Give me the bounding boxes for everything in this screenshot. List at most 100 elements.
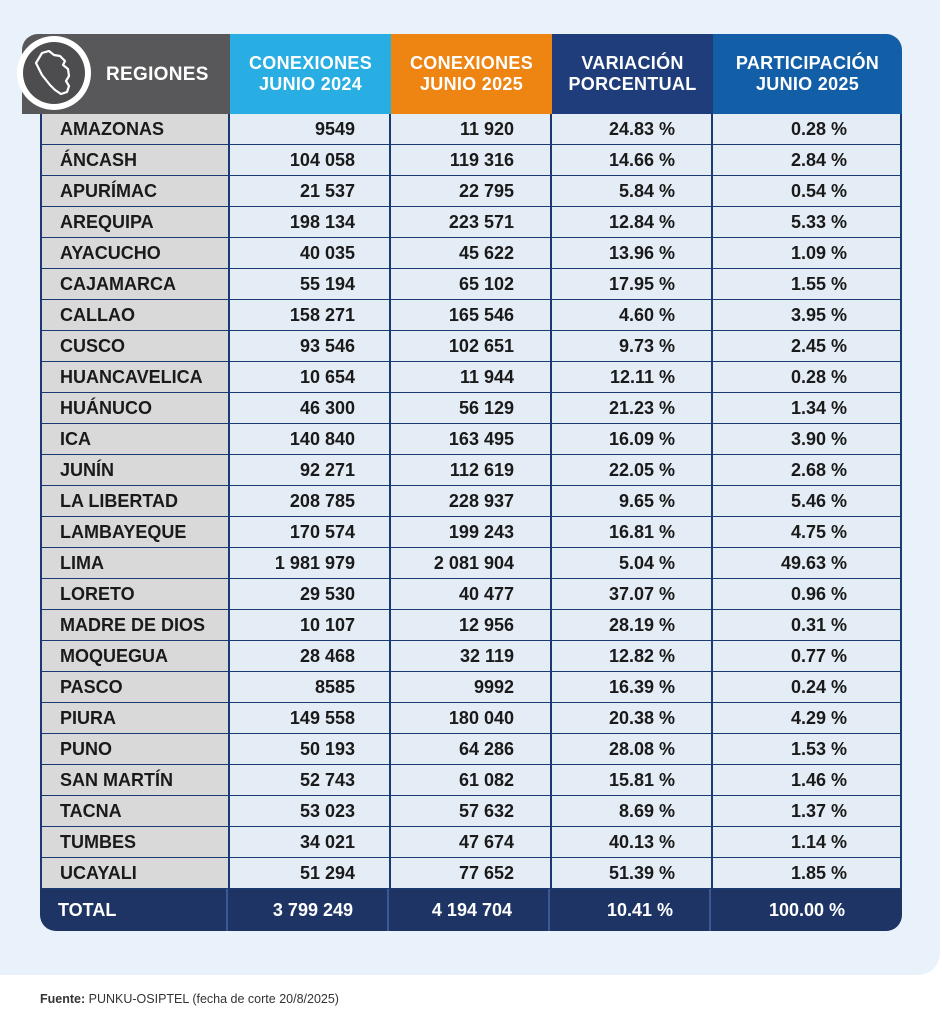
table-row: CAJAMARCA 55 194 65 102 17.95 % 1.55 % xyxy=(42,269,900,300)
conexiones-2025-cell: 47 674 xyxy=(391,827,552,857)
total-label: TOTAL xyxy=(40,889,228,931)
variacion-cell: 5.04 % xyxy=(552,548,713,578)
conexiones-2024-cell: 140 840 xyxy=(230,424,391,454)
variacion-cell: 16.09 % xyxy=(552,424,713,454)
table-row: SAN MARTÍN 52 743 61 082 15.81 % 1.46 % xyxy=(42,765,900,796)
conexiones-2025-cell: 32 119 xyxy=(391,641,552,671)
table-header: REGIONES CONEXIONES JUNIO 2024 CONEXIONE… xyxy=(17,34,902,114)
total-row: TOTAL 3 799 249 4 194 704 10.41 % 100.00… xyxy=(40,889,902,931)
participacion-cell: 0.28 % xyxy=(713,362,900,392)
table-row: HUANCAVELICA 10 654 11 944 12.11 % 0.28 % xyxy=(42,362,900,393)
region-cell: UCAYALI xyxy=(42,858,230,888)
conexiones-2025-cell: 57 632 xyxy=(391,796,552,826)
region-cell: CAJAMARCA xyxy=(42,269,230,299)
table-row: UCAYALI 51 294 77 652 51.39 % 1.85 % xyxy=(42,858,900,889)
variacion-cell: 28.08 % xyxy=(552,734,713,764)
table-row: LIMA 1 981 979 2 081 904 5.04 % 49.63 % xyxy=(42,548,900,579)
participacion-cell: 1.53 % xyxy=(713,734,900,764)
variacion-cell: 21.23 % xyxy=(552,393,713,423)
source-footnote: Fuente: PUNKU-OSIPTEL (fecha de corte 20… xyxy=(40,992,339,1006)
conexiones-2025-cell: 112 619 xyxy=(391,455,552,485)
region-cell: CUSCO xyxy=(42,331,230,361)
variacion-cell: 28.19 % xyxy=(552,610,713,640)
participacion-cell: 4.75 % xyxy=(713,517,900,547)
table-row: LAMBAYEQUE 170 574 199 243 16.81 % 4.75 % xyxy=(42,517,900,548)
variacion-cell: 15.81 % xyxy=(552,765,713,795)
conexiones-2024-cell: 158 271 xyxy=(230,300,391,330)
region-cell: ÁNCASH xyxy=(42,145,230,175)
participacion-cell: 1.09 % xyxy=(713,238,900,268)
participacion-cell: 4.29 % xyxy=(713,703,900,733)
table-row: LA LIBERTAD 208 785 228 937 9.65 % 5.46 % xyxy=(42,486,900,517)
participacion-cell: 49.63 % xyxy=(713,548,900,578)
variacion-cell: 5.84 % xyxy=(552,176,713,206)
region-cell: AYACUCHO xyxy=(42,238,230,268)
participacion-cell: 3.95 % xyxy=(713,300,900,330)
conexiones-2025-cell: 165 546 xyxy=(391,300,552,330)
region-cell: APURÍMAC xyxy=(42,176,230,206)
conexiones-2025-cell: 119 316 xyxy=(391,145,552,175)
table-row: CALLAO 158 271 165 546 4.60 % 3.95 % xyxy=(42,300,900,331)
table-card: REGIONES CONEXIONES JUNIO 2024 CONEXIONE… xyxy=(0,0,940,975)
conexiones-2024-cell: 55 194 xyxy=(230,269,391,299)
participacion-cell: 2.45 % xyxy=(713,331,900,361)
conexiones-2024-cell: 10 107 xyxy=(230,610,391,640)
participacion-cell: 1.85 % xyxy=(713,858,900,888)
region-cell: PIURA xyxy=(42,703,230,733)
conexiones-2025-cell: 223 571 xyxy=(391,207,552,237)
data-table: REGIONES CONEXIONES JUNIO 2024 CONEXIONE… xyxy=(17,34,902,931)
conexiones-2024-cell: 53 023 xyxy=(230,796,391,826)
table-row: MADRE DE DIOS 10 107 12 956 28.19 % 0.31 % xyxy=(42,610,900,641)
region-cell: SAN MARTÍN xyxy=(42,765,230,795)
region-cell: ICA xyxy=(42,424,230,454)
conexiones-2024-cell: 170 574 xyxy=(230,517,391,547)
table-row: MOQUEGUA 28 468 32 119 12.82 % 0.77 % xyxy=(42,641,900,672)
variacion-cell: 40.13 % xyxy=(552,827,713,857)
table-row: ICA 140 840 163 495 16.09 % 3.90 % xyxy=(42,424,900,455)
region-cell: AREQUIPA xyxy=(42,207,230,237)
table-row: AREQUIPA 198 134 223 571 12.84 % 5.33 % xyxy=(42,207,900,238)
conexiones-2024-cell: 198 134 xyxy=(230,207,391,237)
participacion-cell: 0.31 % xyxy=(713,610,900,640)
header-participacion: PARTICIPACIÓN JUNIO 2025 xyxy=(713,34,902,114)
conexiones-2024-cell: 28 468 xyxy=(230,641,391,671)
table-row: APURÍMAC 21 537 22 795 5.84 % 0.54 % xyxy=(42,176,900,207)
conexiones-2024-cell: 10 654 xyxy=(230,362,391,392)
table-row: TUMBES 34 021 47 674 40.13 % 1.14 % xyxy=(42,827,900,858)
table-row: LORETO 29 530 40 477 37.07 % 0.96 % xyxy=(42,579,900,610)
table-row: HUÁNUCO 46 300 56 129 21.23 % 1.34 % xyxy=(42,393,900,424)
participacion-cell: 1.34 % xyxy=(713,393,900,423)
header-variacion: VARIACIÓN PORCENTUAL xyxy=(552,34,713,114)
participacion-cell: 0.24 % xyxy=(713,672,900,702)
conexiones-2024-cell: 51 294 xyxy=(230,858,391,888)
region-cell: PUNO xyxy=(42,734,230,764)
header-conexiones-2025: CONEXIONES JUNIO 2025 xyxy=(391,34,552,114)
table-row: PUNO 50 193 64 286 28.08 % 1.53 % xyxy=(42,734,900,765)
table-row: ÁNCASH 104 058 119 316 14.66 % 2.84 % xyxy=(42,145,900,176)
conexiones-2025-cell: 228 937 xyxy=(391,486,552,516)
variacion-cell: 12.11 % xyxy=(552,362,713,392)
table-row: JUNÍN 92 271 112 619 22.05 % 2.68 % xyxy=(42,455,900,486)
participacion-cell: 1.55 % xyxy=(713,269,900,299)
variacion-cell: 12.84 % xyxy=(552,207,713,237)
map-badge xyxy=(17,36,91,110)
conexiones-2025-cell: 102 651 xyxy=(391,331,552,361)
conexiones-2024-cell: 92 271 xyxy=(230,455,391,485)
table-row: AYACUCHO 40 035 45 622 13.96 % 1.09 % xyxy=(42,238,900,269)
conexiones-2025-cell: 65 102 xyxy=(391,269,552,299)
conexiones-2025-cell: 11 920 xyxy=(391,114,552,144)
table-row: AMAZONAS 9549 11 920 24.83 % 0.28 % xyxy=(42,114,900,145)
conexiones-2025-cell: 22 795 xyxy=(391,176,552,206)
conexiones-2024-cell: 8585 xyxy=(230,672,391,702)
participacion-cell: 3.90 % xyxy=(713,424,900,454)
conexiones-2024-cell: 149 558 xyxy=(230,703,391,733)
footnote-text: PUNKU-OSIPTEL (fecha de corte 20/8/2025) xyxy=(85,992,339,1006)
variacion-cell: 13.96 % xyxy=(552,238,713,268)
variacion-cell: 4.60 % xyxy=(552,300,713,330)
conexiones-2025-cell: 64 286 xyxy=(391,734,552,764)
footnote-label: Fuente: xyxy=(40,992,86,1006)
header-conexiones-2024: CONEXIONES JUNIO 2024 xyxy=(230,34,391,114)
conexiones-2025-cell: 199 243 xyxy=(391,517,552,547)
conexiones-2025-cell: 12 956 xyxy=(391,610,552,640)
header-regiones: REGIONES xyxy=(17,34,230,114)
